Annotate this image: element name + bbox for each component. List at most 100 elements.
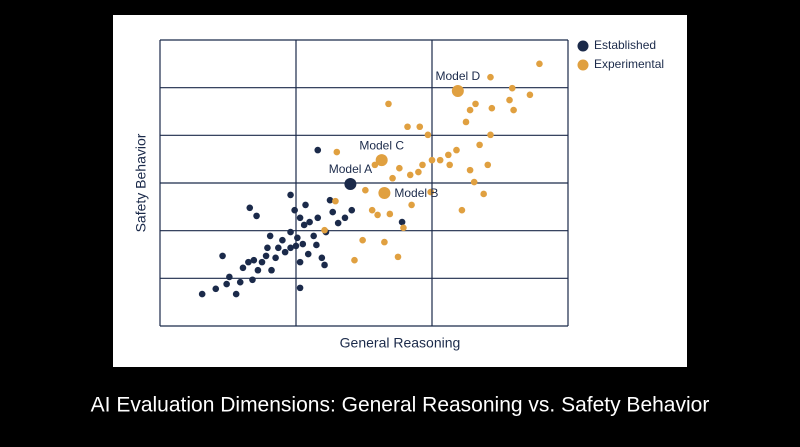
data-point [313, 241, 320, 249]
data-point [362, 186, 369, 194]
data-point [476, 141, 483, 149]
data-point [466, 106, 474, 114]
data-point [272, 254, 279, 262]
data-point [300, 221, 308, 229]
data-point [275, 244, 282, 252]
y-axis-label: Safety Behavior [133, 133, 149, 232]
data-point [296, 214, 304, 222]
data-point [424, 131, 432, 139]
data-point [329, 208, 337, 216]
data-point [428, 156, 436, 164]
data-point [446, 161, 453, 169]
data-point [304, 250, 312, 258]
data-point [466, 166, 474, 174]
data-point [236, 278, 244, 286]
data-point [453, 146, 460, 154]
data-point [398, 218, 406, 226]
data-point [445, 151, 452, 159]
data-point [415, 168, 422, 176]
highlight-point [378, 187, 391, 200]
data-point [487, 73, 494, 81]
data-point [386, 210, 394, 218]
data-point [306, 218, 313, 226]
data-point [287, 244, 294, 252]
chart-panel [113, 15, 687, 367]
legend-label: Established [594, 38, 656, 52]
data-point [198, 290, 206, 298]
legend-marker [577, 40, 589, 52]
data-point [371, 161, 379, 169]
data-point [480, 190, 487, 198]
data-point [281, 248, 289, 256]
data-point [246, 204, 254, 212]
data-point [436, 156, 444, 164]
data-point [249, 276, 256, 284]
highlight-label: Model C [359, 138, 404, 152]
data-point [258, 258, 266, 266]
data-point [400, 224, 407, 232]
data-point [359, 236, 366, 244]
data-point [510, 106, 517, 114]
data-point [536, 60, 543, 68]
data-point [341, 214, 349, 222]
data-point [287, 228, 294, 236]
data-point [326, 196, 334, 204]
data-point [506, 96, 513, 104]
data-point [526, 91, 534, 99]
data-point [462, 118, 470, 126]
data-point [333, 148, 341, 156]
data-point [310, 232, 317, 240]
data-point [268, 266, 275, 274]
data-point [292, 242, 300, 250]
data-point [294, 234, 301, 242]
data-point [404, 123, 411, 131]
data-point [419, 161, 426, 169]
data-point [296, 258, 304, 266]
data-point [212, 285, 220, 293]
data-point [321, 261, 328, 269]
data-point [279, 236, 286, 244]
data-point [374, 211, 381, 219]
data-point [368, 206, 376, 214]
data-point [264, 244, 271, 252]
data-point [318, 254, 326, 262]
highlight-label: Model B [394, 186, 438, 200]
legend-marker [577, 59, 589, 71]
data-point [262, 252, 270, 260]
data-point [291, 206, 298, 214]
highlight-point [375, 154, 388, 167]
data-point [394, 253, 402, 261]
data-point [389, 174, 396, 182]
data-point [488, 104, 496, 112]
highlight-point [344, 177, 357, 190]
data-point [470, 178, 478, 186]
data-point [484, 161, 492, 169]
chart-title: AI Evaluation Dimensions: General Reason… [91, 394, 710, 417]
data-point [487, 131, 494, 139]
data-point [223, 280, 230, 288]
data-point [416, 123, 424, 131]
data-point [348, 206, 356, 214]
data-point [458, 206, 466, 214]
data-point [396, 164, 403, 172]
data-point [385, 100, 392, 108]
data-point [266, 232, 274, 240]
data-point [254, 266, 262, 274]
data-point [226, 273, 233, 281]
x-axis-label: General Reasoning [340, 335, 461, 351]
data-point [253, 212, 260, 220]
legend-label: Experimental [594, 57, 664, 71]
data-point [219, 252, 226, 260]
data-point [508, 84, 516, 92]
data-point [381, 238, 388, 246]
data-point [299, 240, 307, 248]
highlight-label: Model A [329, 162, 372, 176]
data-point [427, 188, 434, 196]
data-point [472, 100, 479, 108]
data-point [351, 256, 358, 264]
data-point [287, 191, 294, 199]
data-point [406, 171, 414, 179]
highlight-point [451, 85, 464, 98]
data-point [245, 258, 252, 266]
